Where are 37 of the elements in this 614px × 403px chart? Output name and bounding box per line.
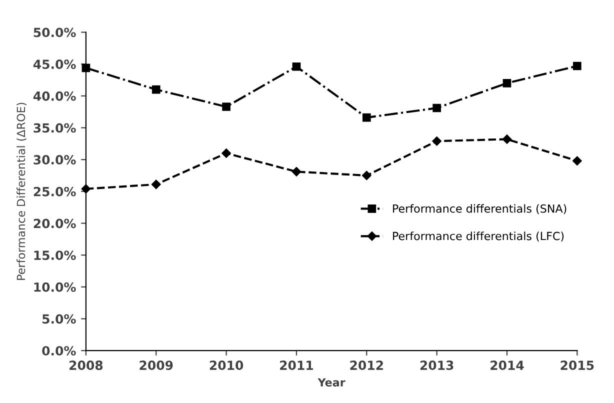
y-tick-label: 25.0% (34, 186, 76, 196)
x-tick-label: 2011 (280, 360, 314, 370)
point (362, 170, 372, 180)
x-tick-label: 2012 (350, 360, 383, 370)
legend-label: Performance differentials (LFC) (393, 232, 564, 242)
point (292, 167, 302, 176)
point (292, 62, 301, 71)
y-tick-label: 50.0% (34, 28, 76, 38)
point (432, 136, 442, 146)
point (222, 148, 231, 158)
x-tick-label: 2008 (70, 360, 103, 370)
legend-label: Performance differentials (SNA) (393, 204, 566, 214)
point (222, 102, 230, 111)
y-tick-label: 40.0% (33, 91, 76, 101)
y-tick-label: 15.0% (34, 250, 76, 260)
point (432, 104, 441, 112)
x-tick-label: 2015 (560, 360, 594, 370)
y-tick-label: 45.0% (33, 60, 76, 70)
x-tick-label: 2009 (140, 360, 173, 370)
y-axis-title: Performance Differential (ΔROE) (16, 102, 26, 280)
point (502, 79, 512, 88)
y-tick-label: 35.0% (34, 123, 76, 133)
y-tick-label: 10.0% (34, 282, 76, 292)
point (152, 85, 160, 94)
x-tick-label: 2014 (490, 360, 524, 370)
x-tick-label: 2013 (420, 360, 454, 370)
x-tick-label: 2010 (210, 360, 244, 370)
point (572, 156, 582, 166)
y-tick-label: 20.0% (34, 218, 76, 228)
y-tick-label: 30.0% (34, 155, 76, 165)
point (362, 113, 371, 122)
point (572, 62, 582, 70)
y-tick-label: 5.0% (42, 314, 76, 324)
point (152, 180, 161, 190)
point (502, 134, 512, 144)
x-axis-title: Year (318, 378, 346, 387)
y-tick-label: 0.0% (42, 346, 76, 356)
